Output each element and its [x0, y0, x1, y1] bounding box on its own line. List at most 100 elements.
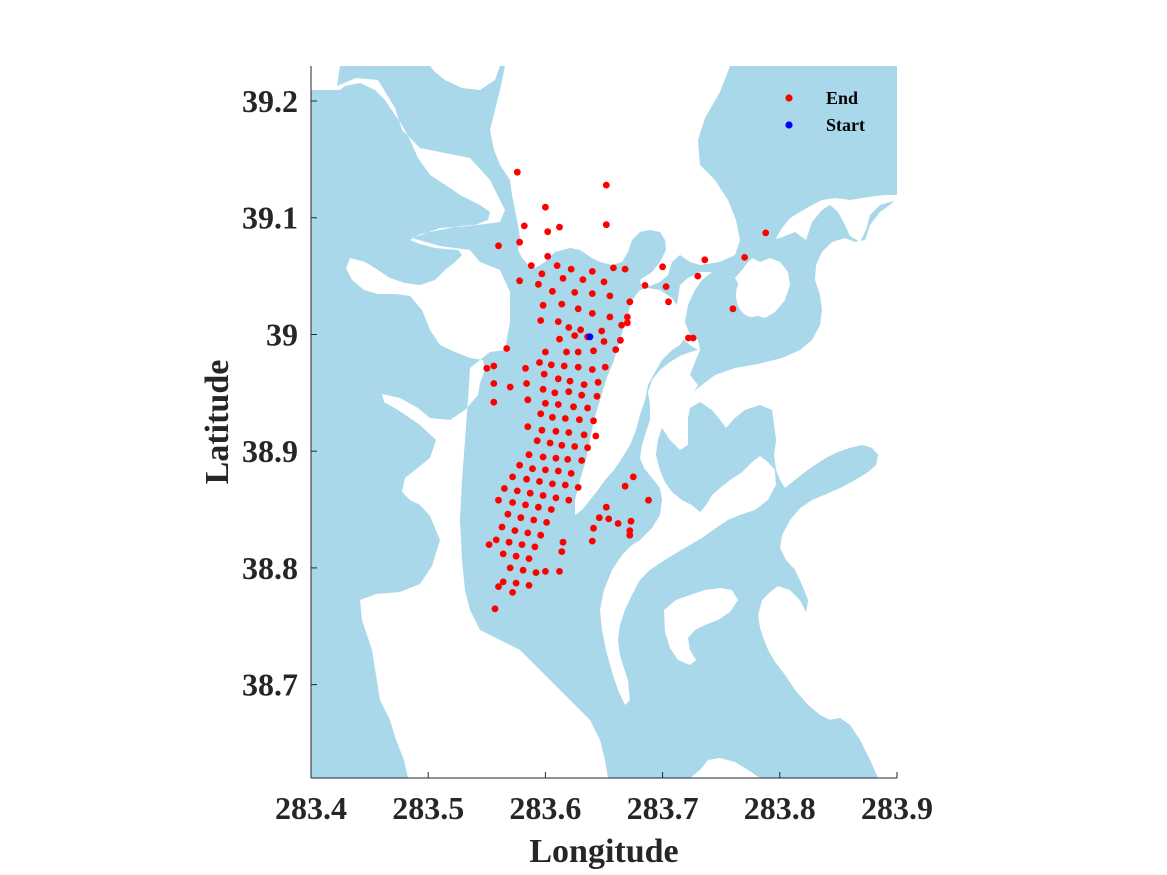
series-start-points — [586, 333, 594, 341]
end-point-134 — [535, 503, 542, 511]
end-point-42 — [537, 317, 545, 324]
end-point-33 — [626, 298, 634, 306]
y-ticks: 38.7 38.8 38.9 39 39.1 39.2 — [242, 83, 317, 703]
end-point-18 — [741, 254, 748, 261]
end-point-97 — [552, 427, 560, 435]
end-point-38 — [574, 305, 582, 313]
end-point-55 — [689, 334, 697, 342]
water-inlet-east-2 — [618, 405, 878, 778]
end-point-49 — [556, 335, 563, 343]
end-point-40 — [606, 313, 614, 321]
end-point-77 — [539, 385, 547, 393]
end-point-0 — [513, 168, 521, 176]
end-point-144 — [627, 517, 635, 525]
x-tick-label-2: 283.6 — [509, 790, 581, 826]
end-point-108 — [552, 454, 560, 462]
end-point-143 — [614, 520, 622, 527]
end-point-53 — [617, 336, 624, 344]
end-point-83 — [506, 383, 514, 391]
land-southeast-a — [664, 588, 738, 665]
end-point-87 — [570, 403, 577, 411]
end-point-121 — [574, 484, 582, 491]
legend-marker-start — [785, 121, 793, 129]
end-point-147 — [511, 527, 519, 534]
end-point-50 — [571, 332, 579, 339]
end-point-149 — [537, 531, 545, 539]
end-point-32 — [606, 292, 614, 300]
y-tick-label-0: 38.7 — [242, 667, 298, 703]
end-point-15 — [621, 265, 629, 273]
end-point-119 — [549, 480, 556, 488]
end-point-167 — [556, 568, 563, 575]
end-point-17 — [701, 256, 709, 264]
x-axis-label: Longitude — [529, 833, 678, 870]
end-point-11 — [553, 262, 561, 269]
end-point-158 — [485, 541, 493, 548]
axes — [310, 66, 897, 779]
start-point-0 — [586, 333, 594, 341]
end-point-64 — [560, 362, 568, 370]
end-point-103 — [558, 441, 566, 449]
end-point-1 — [602, 181, 610, 189]
end-point-99 — [580, 431, 588, 439]
x-tick-label-3: 283.7 — [627, 790, 699, 826]
end-point-26 — [694, 272, 702, 280]
end-point-44 — [565, 324, 573, 331]
end-point-90 — [537, 410, 545, 418]
end-point-28 — [535, 280, 542, 288]
legend-label-end: End — [826, 88, 858, 108]
end-point-36 — [539, 301, 547, 309]
end-point-13 — [588, 268, 596, 275]
end-point-19 — [527, 262, 535, 269]
end-point-170 — [525, 582, 533, 589]
end-point-94 — [590, 417, 597, 425]
end-point-140 — [543, 519, 550, 526]
legend: End Start — [785, 88, 865, 135]
end-point-157 — [588, 537, 596, 545]
end-point-93 — [576, 416, 583, 424]
end-point-3 — [602, 221, 610, 229]
end-point-75 — [594, 378, 602, 386]
end-point-12 — [567, 265, 575, 273]
end-point-22 — [579, 276, 587, 283]
land-north-a — [430, 66, 500, 90]
land-east — [600, 66, 897, 778]
end-point-124 — [645, 496, 652, 504]
end-point-30 — [571, 289, 579, 296]
end-point-39 — [588, 310, 596, 317]
end-point-91 — [549, 413, 556, 421]
end-point-84 — [524, 396, 532, 404]
end-point-72 — [554, 375, 562, 383]
end-point-164 — [519, 566, 527, 574]
end-point-163 — [506, 564, 514, 572]
end-point-173 — [491, 605, 499, 613]
land-north-b — [490, 66, 740, 288]
map-area — [311, 66, 897, 778]
end-point-78 — [551, 389, 559, 397]
end-point-136 — [602, 503, 610, 511]
end-point-76 — [523, 380, 530, 387]
end-point-154 — [518, 541, 526, 548]
end-point-86 — [554, 401, 562, 408]
end-point-60 — [590, 347, 597, 355]
end-point-24 — [641, 282, 649, 289]
end-point-63 — [547, 361, 555, 369]
end-point-161 — [525, 555, 533, 562]
land-west — [311, 66, 608, 778]
end-point-132 — [509, 499, 516, 506]
end-point-123 — [629, 473, 637, 481]
end-point-35 — [729, 305, 737, 313]
end-point-151 — [626, 531, 634, 539]
end-point-25 — [662, 283, 670, 290]
legend-label-start: Start — [826, 115, 865, 135]
end-point-141 — [595, 514, 603, 522]
end-point-137 — [504, 510, 512, 518]
end-point-92 — [561, 415, 569, 422]
end-point-102 — [546, 439, 554, 447]
end-point-110 — [578, 457, 586, 464]
end-point-47 — [618, 321, 625, 329]
end-point-95 — [524, 423, 532, 431]
end-point-133 — [522, 501, 529, 509]
x-tick-label-5: 283.9 — [861, 790, 933, 826]
end-point-135 — [547, 506, 555, 513]
